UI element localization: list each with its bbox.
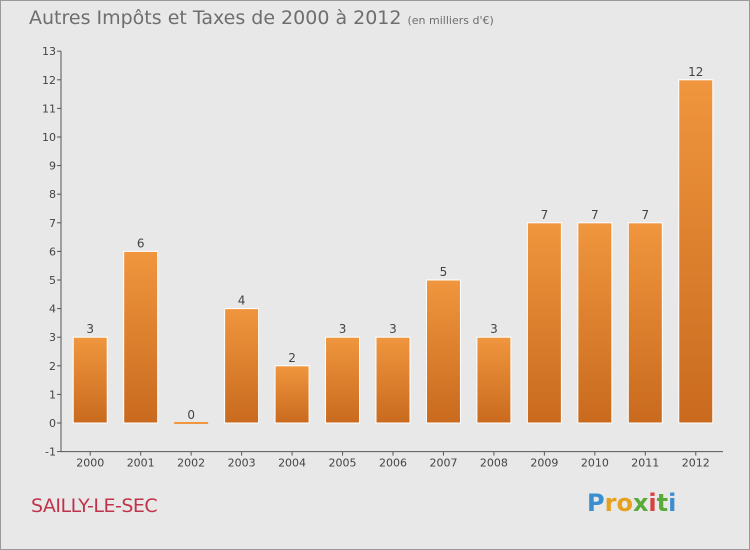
y-tick-label: 9 (49, 160, 56, 173)
logo-letter: o (616, 489, 633, 517)
logo-letter: r (604, 489, 617, 517)
y-tick-label: 7 (49, 217, 56, 230)
y-tick-label: 1 (49, 388, 56, 401)
bar (224, 308, 260, 424)
bar (274, 365, 310, 424)
bar (325, 336, 361, 424)
bar (72, 336, 108, 424)
y-tick-label: 4 (49, 303, 56, 316)
data-label: 3 (86, 322, 94, 336)
bar (678, 79, 714, 424)
chart-title-text: Autres Impôts et Taxes de 2000 à 2012 (29, 7, 402, 29)
chart-subtitle: (en milliers d'€) (407, 14, 494, 27)
data-label: 4 (238, 294, 246, 308)
bar (375, 336, 411, 424)
chart-title: Autres Impôts et Taxes de 2000 à 2012 (en… (29, 7, 494, 29)
x-tick-label: 2007 (429, 457, 457, 470)
y-tick-label: -1 (45, 446, 56, 459)
y-tick-label: 2 (49, 360, 56, 373)
y-tick-label: 6 (49, 245, 56, 258)
bar (627, 222, 663, 424)
x-tick-label: 2005 (329, 457, 357, 470)
data-label: 6 (137, 236, 145, 250)
data-label: 12 (688, 65, 703, 79)
y-tick-label: 0 (49, 417, 56, 430)
bar (425, 279, 461, 424)
chart-data-labels: 3 6 0 4 2 3 3 5 3 7 7 7 12 (86, 65, 703, 422)
logo-letter: i (648, 489, 657, 517)
data-label: 2 (288, 351, 296, 365)
x-tick-label: 2012 (682, 457, 710, 470)
x-tick-label: 2011 (631, 457, 659, 470)
data-label: 3 (389, 322, 397, 336)
proxiti-logo: Proxiti (587, 489, 676, 517)
x-tick-label: 2006 (379, 457, 407, 470)
y-tick-label: 5 (49, 274, 56, 287)
y-tick-label: 11 (42, 102, 56, 115)
x-tick-label: 2009 (530, 457, 558, 470)
logo-letter: i (668, 489, 677, 517)
chart-bars (72, 79, 714, 424)
y-tick-label: 13 (42, 45, 56, 58)
x-tick-label: 2003 (228, 457, 256, 470)
bar (526, 222, 562, 424)
bar (123, 250, 159, 424)
data-label: 7 (641, 208, 649, 222)
y-tick-label: 3 (49, 331, 56, 344)
y-tick-label: 10 (42, 131, 56, 144)
y-tick-label: 12 (42, 74, 56, 87)
x-tick-label: 2010 (581, 457, 609, 470)
bar (174, 422, 209, 424)
x-tick-label: 2000 (76, 457, 104, 470)
data-label: 3 (490, 322, 498, 336)
x-tick-label: 2008 (480, 457, 508, 470)
x-tick-label: 2004 (278, 457, 306, 470)
y-tick-label: 8 (49, 188, 56, 201)
logo-letter: x (632, 489, 649, 517)
data-label: 7 (591, 208, 599, 222)
data-label: 3 (339, 322, 347, 336)
bar (577, 222, 613, 424)
data-label: 5 (440, 265, 448, 279)
x-tick-label: 2001 (127, 457, 155, 470)
data-label: 0 (187, 408, 195, 422)
logo-letter: P (587, 489, 605, 517)
bar (476, 336, 512, 424)
logo-letter: t (656, 489, 669, 517)
x-tick-label: 2002 (177, 457, 205, 470)
data-label: 7 (541, 208, 549, 222)
commune-name: SAILLY-LE-SEC (31, 495, 158, 517)
